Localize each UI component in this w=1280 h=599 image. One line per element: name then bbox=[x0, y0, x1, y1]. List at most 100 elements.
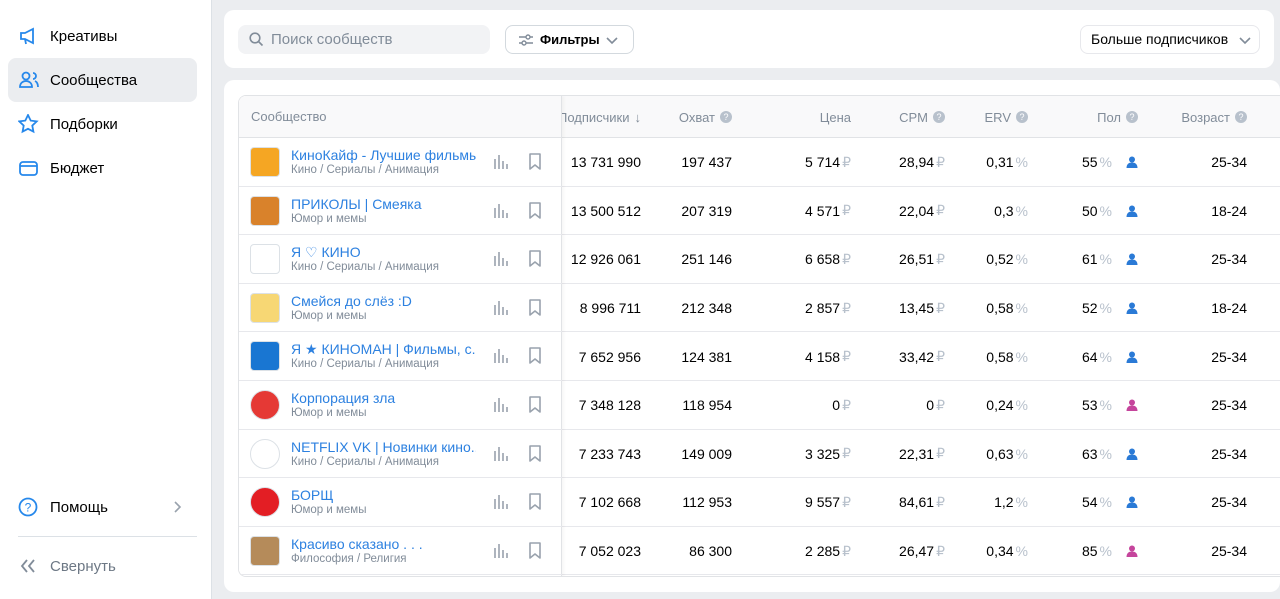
stats-button[interactable] bbox=[493, 494, 509, 510]
help-icon[interactable]: ? bbox=[1126, 111, 1138, 123]
row-divider bbox=[239, 380, 562, 381]
cell-reach: 197 437 bbox=[681, 154, 732, 171]
community-name[interactable]: Я ★ КИНОМАН | Фильмы, с... bbox=[291, 341, 476, 358]
column-header[interactable]: ERV? bbox=[984, 96, 1028, 138]
cell: 25-34 bbox=[1211, 430, 1247, 479]
percent: % bbox=[1099, 397, 1112, 414]
column-header[interactable]: CPM? bbox=[899, 96, 945, 138]
help-icon[interactable]: ? bbox=[1235, 111, 1247, 123]
icon bbox=[19, 161, 38, 176]
bookmark-button[interactable] bbox=[528, 201, 542, 220]
cell: 0,63% bbox=[986, 430, 1028, 479]
community-name[interactable]: КиноКайф - Лучшие фильмы bbox=[291, 147, 476, 163]
cell-cpm: 26,51 bbox=[899, 251, 935, 268]
cell: 4 571 ₽ bbox=[805, 187, 851, 236]
percent: % bbox=[1099, 154, 1112, 171]
community-name[interactable]: NETFLIX VK | Новинки кино... bbox=[291, 438, 476, 455]
percent: % bbox=[1099, 202, 1112, 219]
stats-button[interactable] bbox=[493, 348, 509, 364]
bookmark-button[interactable] bbox=[528, 298, 542, 317]
row-divider bbox=[239, 477, 562, 479]
stats-button[interactable] bbox=[493, 543, 509, 559]
cell: 0,34% bbox=[986, 527, 1028, 576]
nav-item[interactable]: Креативы bbox=[8, 14, 197, 58]
currency: ₽ bbox=[936, 250, 945, 267]
column-header[interactable]: Возраст? bbox=[1181, 96, 1247, 138]
filters-label: Фильтры bbox=[540, 32, 600, 47]
cell-subscribers: 13 731 990 bbox=[570, 154, 641, 171]
nav-item[interactable]: Бюджет bbox=[8, 146, 197, 190]
stats-button[interactable] bbox=[493, 251, 509, 267]
bookmark-button[interactable] bbox=[528, 347, 542, 365]
cell: 25-34 bbox=[1211, 478, 1247, 527]
stats-button[interactable] bbox=[493, 154, 509, 170]
help-label: Помощь bbox=[50, 498, 108, 516]
community-name[interactable]: Корпорация зла bbox=[291, 390, 396, 406]
help[interactable]: ? Помощь bbox=[8, 485, 197, 529]
bookmark-button[interactable] bbox=[528, 153, 542, 171]
gender-icon bbox=[1126, 253, 1138, 266]
gender-icon bbox=[1126, 156, 1138, 169]
percent: % bbox=[1099, 494, 1112, 511]
help-icon[interactable]: ? bbox=[1016, 111, 1028, 123]
community-name[interactable]: Я ♡ КИНО bbox=[291, 244, 361, 261]
gender-icon bbox=[1126, 496, 1138, 509]
cell-cpm: 26,47 bbox=[899, 543, 935, 560]
currency: ₽ bbox=[936, 396, 945, 413]
bookmark-button[interactable] bbox=[528, 396, 542, 414]
cell: 84,61 ₽ bbox=[899, 478, 945, 527]
header-label: Возраст bbox=[1181, 109, 1230, 125]
bookmark-button[interactable] bbox=[528, 444, 542, 463]
header-label: ERV bbox=[984, 109, 1012, 125]
filters-icon bbox=[519, 34, 533, 46]
table: Подписчики ↓ Охват? Цена CPM? ERV? Пол? Возраст… bbox=[238, 95, 1280, 577]
nav-item[interactable]: Подборки bbox=[8, 102, 197, 146]
column-header[interactable]: Пол? bbox=[1097, 96, 1138, 138]
stats-button[interactable] bbox=[493, 397, 509, 413]
community-name[interactable]: БОРЩ bbox=[291, 487, 334, 504]
currency: ₽ bbox=[936, 493, 945, 510]
nav-item[interactable]: Сообщества bbox=[8, 58, 197, 102]
sort-arrow: ↓ bbox=[634, 109, 642, 125]
cell: 22,31 ₽ bbox=[899, 430, 945, 479]
bookmark-button[interactable] bbox=[528, 493, 542, 511]
avatar bbox=[250, 390, 280, 420]
cell-reach: 212 348 bbox=[681, 300, 732, 317]
stats-button[interactable] bbox=[493, 446, 509, 462]
search-icon bbox=[249, 32, 264, 47]
cell-erv: 1,2 bbox=[994, 494, 1014, 511]
icon bbox=[20, 27, 34, 45]
cell: 3 325 ₽ bbox=[805, 430, 851, 479]
bookmark-button[interactable] bbox=[528, 250, 542, 268]
avatar bbox=[250, 535, 280, 566]
bookmark-button[interactable] bbox=[528, 541, 542, 560]
cell: 18-24 bbox=[1211, 284, 1247, 333]
search-input[interactable]: Поиск сообществ bbox=[238, 25, 490, 54]
cell-subscribers: 12 926 061 bbox=[570, 251, 641, 268]
percent: % bbox=[1015, 300, 1028, 317]
help-icon[interactable]: ? bbox=[720, 111, 732, 123]
stats-button[interactable] bbox=[493, 300, 509, 316]
cell: 8 996 711 bbox=[580, 284, 641, 333]
row-divider bbox=[239, 525, 1280, 527]
cell-reach: 124 381 bbox=[681, 348, 732, 365]
filters-button[interactable]: Фильтры bbox=[505, 25, 634, 54]
cell: 9 557 ₽ bbox=[805, 478, 851, 527]
sort-select[interactable]: Больше подписчиков bbox=[1080, 25, 1260, 54]
cell-erv: 0,24 bbox=[986, 397, 1014, 414]
toolbar: Поиск сообществ Фильтры Больше подписчик… bbox=[224, 10, 1274, 68]
community-name[interactable]: Смейся до слёз :D bbox=[291, 292, 412, 309]
community-name[interactable]: ПРИКОЛЫ | Смеяка bbox=[291, 195, 422, 212]
collapse[interactable]: Свернуть bbox=[8, 544, 197, 588]
community-name[interactable]: Красиво сказано . . . bbox=[291, 535, 423, 552]
column-header[interactable]: Подписчики ↓ bbox=[558, 96, 641, 138]
stats-button[interactable] bbox=[493, 203, 509, 219]
cell: 6 658 ₽ bbox=[805, 235, 851, 284]
cell-erv: 0,34 bbox=[986, 543, 1014, 560]
row-divider bbox=[239, 234, 1280, 236]
cell-price: 6 658 bbox=[805, 251, 841, 268]
column-header[interactable]: Охват? bbox=[679, 96, 732, 138]
help-icon[interactable]: ? bbox=[933, 111, 945, 123]
cell: 0,52% bbox=[986, 235, 1028, 284]
column-header[interactable]: Цена bbox=[820, 96, 851, 138]
